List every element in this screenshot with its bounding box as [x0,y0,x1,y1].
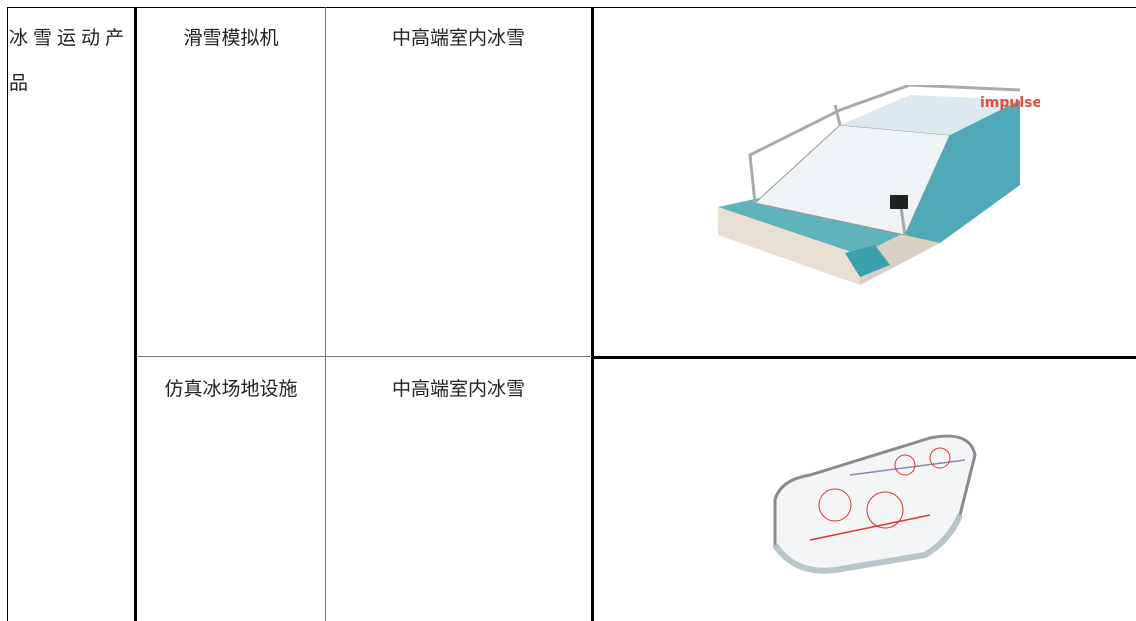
border [7,7,1136,8]
image-logo: impulse [980,95,1040,111]
border [137,356,592,357]
border [7,7,8,621]
product: 滑雪模拟机 [183,27,279,49]
border [134,7,137,621]
ice-rink-image [772,434,977,574]
border [594,356,1136,359]
segment: 中高端室内冰雪 [391,378,525,400]
border [591,7,594,621]
category: 冰雪运动产品 [9,27,130,94]
product: 仿真冰场地设施 [164,378,298,400]
segment: 中高端室内冰雪 [391,27,525,49]
ski-simulator-image: impulse [718,85,1040,285]
border [325,7,326,621]
